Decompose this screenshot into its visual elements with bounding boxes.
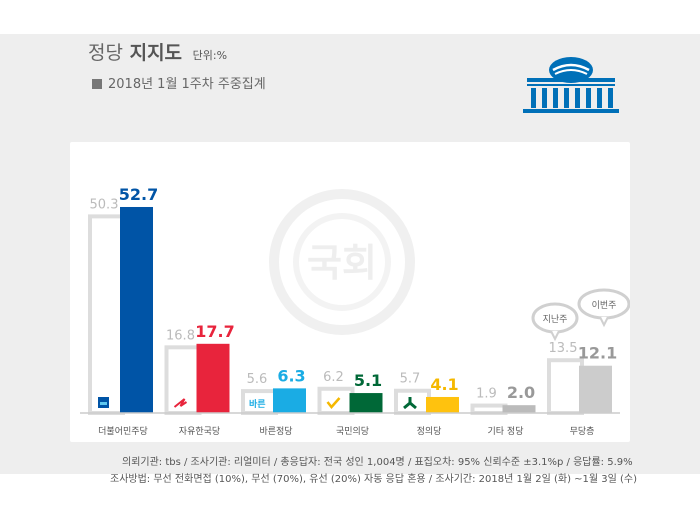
bar-current-week — [196, 343, 230, 413]
category-label: 더불어민주당 — [98, 426, 148, 437]
data-label-previous: 6.2 — [323, 370, 344, 385]
data-label-current: 5.1 — [354, 371, 382, 390]
category-label: 정의당 — [417, 426, 442, 437]
category-label: 자유한국당 — [179, 426, 220, 437]
liberty-korea-logo-icon — [173, 398, 188, 408]
bar-current-week — [273, 388, 306, 413]
chart-panel: 국회 50.3 52.7 더불어민주당 16.8 17.7 자유한국당 5.6 6.3 바른정당 바… — [70, 142, 630, 442]
category-label: 무당층 — [570, 426, 595, 437]
unit-label: 단위:% — [192, 49, 228, 62]
people-party-logo-icon — [326, 397, 341, 409]
legend-bubble-current-week-tail — [599, 316, 609, 328]
watermark-seal-ring — [269, 189, 415, 335]
bareun-logo-icon: 바른 — [249, 398, 266, 410]
data-label-previous: 5.7 — [400, 372, 421, 387]
data-label-current: 4.1 — [430, 375, 458, 394]
data-label-previous: 50.3 — [90, 197, 119, 212]
legend-bubble-current-week-text: 이번주 — [592, 300, 617, 311]
bar-previous-week — [547, 358, 584, 416]
bar-current-week — [120, 206, 153, 413]
national-assembly-icon — [523, 57, 619, 113]
data-label-current: 52.7 — [119, 185, 158, 204]
subtitle-square-icon — [92, 79, 102, 89]
data-label-previous: 13.5 — [549, 341, 578, 356]
category-label: 바른정당 — [259, 426, 292, 437]
title-part1: 정당 — [88, 42, 123, 64]
subtitle-text: 2018년 1월 1주차 주중집계 — [108, 77, 266, 92]
data-label-previous: 16.8 — [166, 328, 195, 343]
bar-current-week — [579, 365, 612, 413]
bar-chart: 국회 50.352.7 더불어민주당 16.8 17.7 자유한국당 5.6 6.3 바른정당 바… — [80, 185, 630, 437]
bar-previous-week — [470, 403, 508, 415]
bar-current-week — [349, 393, 383, 413]
subtitle: 2018년 1월 1주차 주중집계 — [92, 73, 266, 92]
category-label: 국민의당 — [336, 426, 369, 437]
watermark-seal-inner — [293, 213, 391, 311]
minjoo-logo-icon-detail — [100, 402, 107, 405]
data-label-previous: 5.6 — [247, 372, 268, 387]
bar-previous-week — [88, 214, 125, 415]
title-part2: 지지도 — [129, 42, 183, 64]
bar-previous-week — [394, 388, 431, 416]
page-title: 정당 지지도 단위:% — [88, 38, 227, 65]
legend-bubble-previous-week-text: 지난주 — [543, 314, 568, 325]
data-label-current: 2.0 — [507, 383, 535, 402]
justice-logo-icon — [403, 397, 417, 410]
data-label-current: 17.7 — [195, 322, 234, 341]
footnote-survey-method: 조사방법: 무선 전화면접 (10%), 무선 (70%), 유선 (20%) … — [110, 474, 638, 485]
category-label: 기타 정당 — [488, 426, 524, 437]
footnote-survey-info: 의뢰기관: tbs / 조사기관: 리얼미터 / 총응답자: 전국 성인 1,0… — [122, 457, 633, 468]
legend-bubble-previous-week-tail — [550, 330, 560, 342]
data-label-current: 6.3 — [277, 366, 305, 385]
data-label-previous: 1.9 — [476, 387, 497, 402]
bar-current-week — [502, 405, 536, 413]
watermark-text: 국회 — [307, 241, 377, 285]
bar-current-week — [426, 396, 459, 413]
data-label-current: 12.1 — [578, 344, 617, 363]
